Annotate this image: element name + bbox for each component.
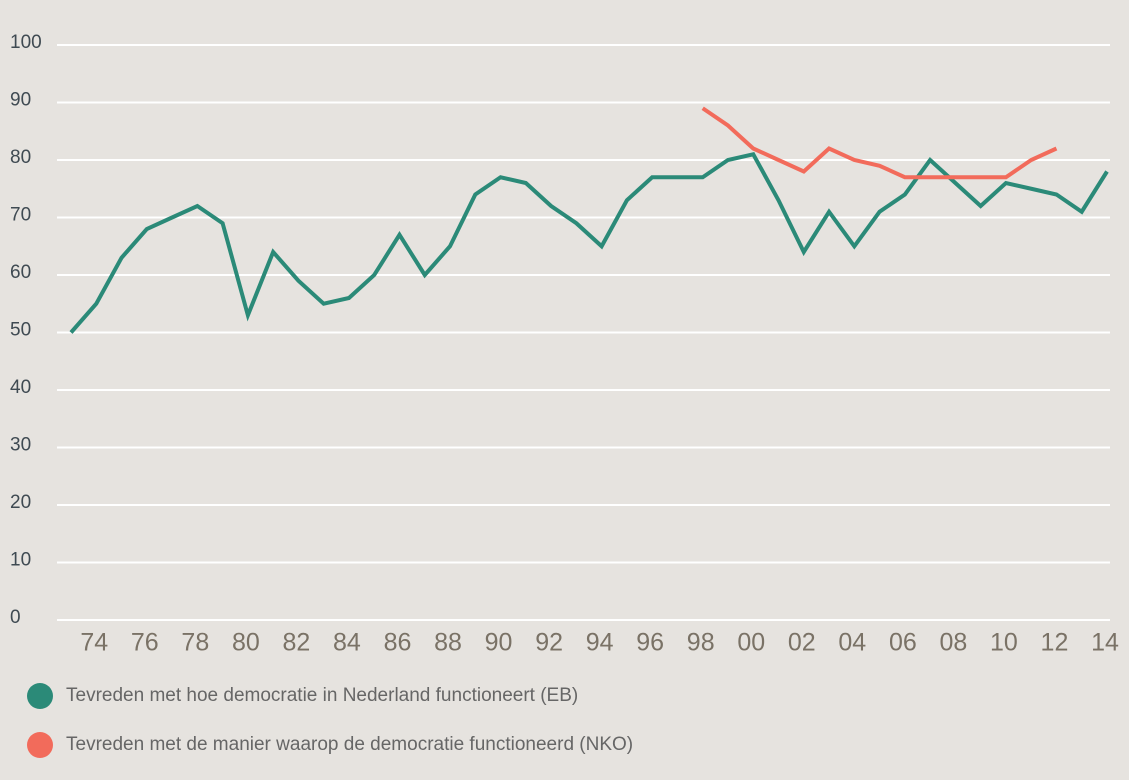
x-tick-label: 86: [384, 629, 412, 657]
y-tick-label: 20: [10, 492, 31, 513]
x-tick-label: 78: [181, 629, 209, 657]
x-tick-label: 76: [131, 629, 159, 657]
legend-label: Tevreden met de manier waarop de democra…: [66, 734, 633, 755]
x-tick-label: 04: [838, 629, 866, 657]
series-line: [69, 151, 1109, 334]
y-tick-label: 90: [10, 90, 31, 111]
x-tick-label: 08: [939, 629, 967, 657]
x-tick-label: 96: [636, 629, 664, 657]
y-tick-label: 70: [10, 205, 31, 226]
x-tick-label: 14: [1091, 629, 1119, 657]
x-tick-label: 74: [80, 629, 108, 657]
legend-swatch: [27, 732, 53, 758]
legend-swatch: [27, 683, 53, 709]
x-tick-label: 12: [1041, 629, 1069, 657]
y-tick-label: 30: [10, 435, 31, 456]
x-tick-label: 90: [485, 629, 513, 657]
x-tick-label: 94: [586, 629, 614, 657]
x-tick-label: 92: [535, 629, 563, 657]
x-tick-label: 88: [434, 629, 462, 657]
y-tick-label: 50: [10, 320, 31, 341]
x-tick-label: 06: [889, 629, 917, 657]
y-tick-label: 60: [10, 262, 31, 283]
y-tick-label: 80: [10, 147, 31, 168]
x-tick-label: 84: [333, 629, 361, 657]
y-tick-label: 10: [10, 550, 31, 571]
y-tick-label: 40: [10, 377, 31, 398]
legend-label: Tevreden met hoe democratie in Nederland…: [66, 685, 578, 706]
x-tick-label: 02: [788, 629, 816, 657]
y-tick-label: 100: [10, 32, 42, 53]
x-tick-label: 82: [283, 629, 311, 657]
x-tick-label: 10: [990, 629, 1018, 657]
x-tick-label: 98: [687, 629, 715, 657]
series-line: [701, 106, 1058, 180]
y-tick-label: 0: [10, 607, 21, 628]
x-tick-label: 00: [737, 629, 765, 657]
x-tick-label: 80: [232, 629, 260, 657]
